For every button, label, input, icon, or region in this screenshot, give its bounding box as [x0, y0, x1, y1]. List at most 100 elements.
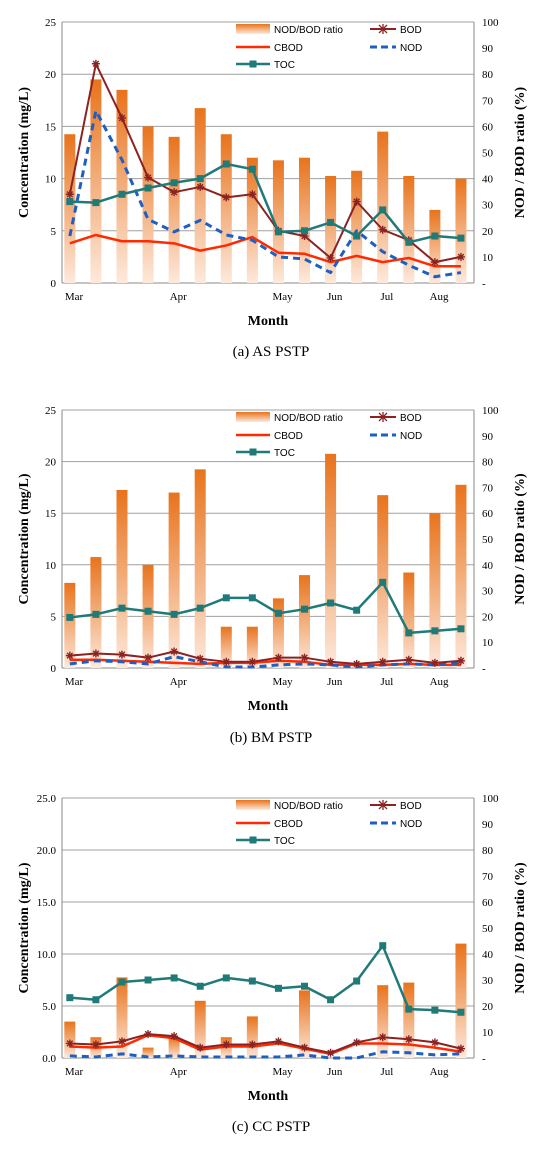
legend-marker-bod — [378, 24, 388, 34]
ratio-bar — [64, 134, 76, 283]
bod-point — [222, 1040, 231, 1049]
series-line-nod — [69, 655, 462, 669]
y-tick-label-right: 60 — [482, 508, 494, 520]
chart-panel-2: 0.0 5.0 10.0 15.0 20.0 25.0 - 10 20 30 40 50 60 70 80 9… — [17, 793, 528, 1135]
bod-point — [117, 650, 126, 659]
bod-point — [222, 657, 231, 666]
legend-label-cbod: CBOD — [274, 43, 303, 54]
bod-point — [404, 1035, 413, 1044]
toc-point — [301, 605, 309, 613]
x-tick-label: Jul — [380, 291, 393, 303]
chart-panel-1: 0 5 10 15 20 25 - 10 20 30 40 50 60 70 80 90 100 Mar Apr Ma… — [17, 405, 528, 746]
toc-point — [144, 184, 152, 192]
toc-point — [301, 227, 309, 235]
y-tick-label-left: 25.0 — [37, 793, 57, 805]
bod-point — [65, 190, 74, 199]
toc-point — [118, 978, 126, 986]
legend-label-cbod: CBOD — [274, 431, 303, 442]
x-tick-label: Mar — [65, 676, 84, 688]
toc-point — [248, 165, 256, 173]
ratio-bar — [272, 598, 284, 668]
x-axis-title: Month — [248, 699, 289, 714]
y-tick-label-right: 30 — [482, 586, 494, 598]
toc-point — [327, 599, 335, 607]
ratio-bar — [194, 469, 206, 668]
y-tick-label-left: 25 — [45, 405, 57, 417]
legend-label-nod: NOD — [400, 43, 422, 54]
bod-point — [456, 252, 465, 261]
legend-label-bod: BOD — [400, 413, 422, 424]
ratio-bar — [168, 1037, 180, 1058]
legend-label-nod: NOD — [400, 431, 422, 442]
y-tick-label-right: 70 — [482, 95, 494, 107]
y-tick-label-right: - — [482, 1053, 486, 1065]
y-tick-label-left: 20.0 — [37, 845, 57, 857]
legend-marker-toc — [249, 448, 257, 456]
toc-point — [457, 234, 465, 242]
bod-point — [170, 1032, 179, 1041]
x-tick-label: Apr — [170, 291, 187, 303]
toc-point — [248, 594, 256, 602]
ratio-bar — [168, 136, 180, 283]
toc-point — [431, 1006, 439, 1014]
bod-point — [378, 225, 387, 234]
toc-point — [118, 604, 126, 612]
ratio-bar — [455, 484, 467, 668]
bod-point — [248, 190, 257, 199]
y-tick-label-left: 5 — [51, 226, 57, 238]
legend-swatch-ratio — [236, 800, 270, 810]
toc-point — [222, 160, 230, 168]
toc-point — [327, 996, 335, 1004]
chart-panel-0: 0 5 10 15 20 25 - 10 20 30 40 50 60 70 80 90 100 Mar Apr Ma… — [17, 17, 528, 360]
y-tick-label-left: 15.0 — [37, 897, 57, 909]
y-tick-label-right: 60 — [482, 121, 494, 133]
toc-point — [118, 190, 126, 198]
y-tick-label-right: 20 — [482, 1001, 494, 1013]
bod-point — [196, 654, 205, 663]
ratio-bar — [64, 582, 76, 668]
y-tick-label-right: 10 — [482, 252, 494, 264]
legend: NOD/BOD ratio BOD CBOD NOD TOC — [236, 24, 422, 71]
ratio-bar — [116, 89, 128, 283]
legend-marker-toc — [249, 60, 257, 68]
bod-point — [300, 1043, 309, 1052]
legend-label-ratio: NOD/BOD ratio — [274, 25, 343, 36]
bod-point — [196, 182, 205, 191]
bod-point — [326, 253, 335, 262]
y-tick-label-right: 60 — [482, 897, 494, 909]
toc-point — [405, 1005, 413, 1013]
bod-point — [300, 232, 309, 241]
y-tick-label-right: 40 — [482, 949, 494, 961]
legend-marker-bod — [378, 412, 388, 422]
y-axis-title-left: Concentration (mg/L) — [17, 862, 32, 993]
y-axis-title-left: Concentration (mg/L) — [17, 473, 32, 604]
y-tick-label-right: 10 — [482, 1027, 494, 1039]
bod-point — [248, 657, 257, 666]
bod-point — [430, 1038, 439, 1047]
y-tick-label-right: 30 — [482, 975, 494, 987]
bod-point — [378, 657, 387, 666]
ratio-bar — [142, 564, 154, 668]
toc-point — [66, 613, 74, 621]
x-tick-label: Aug — [430, 1066, 449, 1078]
series-line-bod — [69, 650, 462, 665]
y-tick-label-left: 5 — [51, 611, 57, 623]
bod-point — [404, 655, 413, 664]
y-tick-label-right: 100 — [482, 17, 499, 29]
toc-point — [379, 578, 387, 586]
series-line-bod — [68, 62, 462, 264]
x-tick-label: Jul — [380, 1066, 393, 1078]
legend-label-nod: NOD — [400, 819, 422, 830]
toc-point — [405, 629, 413, 637]
ratio-bar — [299, 575, 311, 668]
y-tick-label-right: 20 — [482, 226, 494, 238]
legend-label-toc: TOC — [274, 60, 295, 71]
legend-label-ratio: NOD/BOD ratio — [274, 801, 343, 812]
legend-marker-toc — [249, 836, 257, 844]
ratio-bar — [455, 943, 467, 1058]
x-tick-label: Aug — [430, 291, 449, 303]
legend-swatch-ratio — [236, 24, 270, 34]
ratio-bar — [246, 1016, 258, 1058]
bod-point — [378, 1033, 387, 1042]
